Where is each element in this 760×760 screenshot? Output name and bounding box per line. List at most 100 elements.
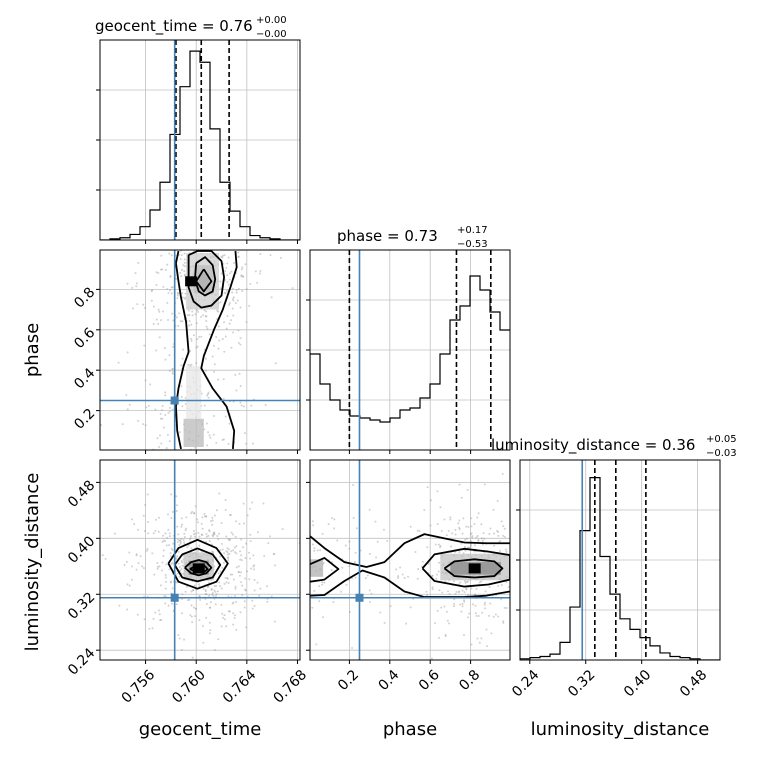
sample-point: [483, 603, 486, 606]
sample-point: [204, 590, 207, 593]
sample-point: [164, 413, 167, 416]
sample-point: [205, 602, 208, 605]
sample-point: [159, 417, 162, 420]
sample-point: [228, 303, 231, 306]
sample-point: [181, 320, 184, 323]
sample-point: [496, 499, 499, 502]
panel-frame: [99, 39, 301, 241]
sample-point: [157, 272, 160, 275]
sample-point: [190, 339, 193, 342]
sample-point: [470, 525, 473, 528]
sample-point: [149, 383, 152, 386]
sample-point: [228, 278, 231, 281]
sample-point: [469, 533, 472, 536]
sample-point: [435, 577, 438, 580]
sample-point: [502, 621, 505, 624]
sample-point: [179, 272, 182, 275]
sample-point: [178, 575, 181, 578]
sample-point: [147, 404, 150, 407]
sample-point: [238, 522, 241, 525]
sample-point: [438, 636, 441, 639]
sample-point: [445, 534, 448, 537]
sample-point: [118, 604, 121, 607]
sample-point: [311, 606, 314, 609]
sample-point: [207, 396, 210, 399]
sample-point: [181, 405, 184, 408]
sample-point: [348, 565, 351, 568]
sample-point: [189, 535, 192, 538]
sample-point: [188, 324, 191, 327]
sample-point: [194, 313, 197, 316]
sample-point: [233, 617, 236, 620]
sample-point: [465, 588, 468, 591]
sample-point: [235, 566, 238, 569]
y-axis-label-luminosity-distance: luminosity_distance: [22, 473, 43, 652]
contour-line: [310, 533, 510, 568]
sample-point: [189, 364, 192, 367]
sample-point: [234, 587, 237, 590]
sample-point: [228, 302, 231, 305]
sample-point: [137, 419, 140, 422]
sample-point: [217, 532, 220, 535]
sample-point: [204, 369, 207, 372]
sample-point: [454, 528, 457, 531]
sample-point: [466, 594, 469, 597]
sample-point: [468, 612, 471, 615]
sample-point: [475, 614, 478, 617]
sample-point: [227, 559, 230, 562]
sample-point: [240, 275, 243, 278]
sample-point: [470, 587, 473, 590]
sample-point: [478, 581, 481, 584]
sample-point: [231, 291, 234, 294]
sample-point: [209, 436, 212, 439]
sample-point: [454, 592, 457, 595]
sample-point: [213, 363, 216, 366]
sample-point: [239, 558, 242, 561]
sample-point: [397, 575, 400, 578]
sample-point: [459, 603, 462, 606]
sample-point: [352, 483, 355, 486]
sample-point: [318, 600, 321, 603]
sample-point: [231, 298, 234, 301]
sample-point: [465, 537, 468, 540]
sample-point: [487, 614, 490, 617]
sample-point: [224, 415, 227, 418]
sample-point: [166, 433, 169, 436]
sample-point: [134, 272, 137, 275]
sample-point: [321, 581, 324, 584]
sample-point: [184, 296, 187, 299]
sample-point: [461, 589, 464, 592]
sample-point: [217, 378, 220, 381]
contour-line: [443, 558, 504, 579]
sample-point: [240, 538, 243, 541]
sample-point: [503, 606, 506, 609]
sample-point: [239, 550, 242, 553]
sample-point: [172, 319, 175, 322]
sample-point: [505, 550, 508, 553]
sample-point: [184, 292, 187, 295]
sample-point: [219, 585, 222, 588]
sample-point: [207, 534, 210, 537]
sample-point: [190, 337, 193, 340]
sample-point: [267, 542, 270, 545]
sample-point: [189, 614, 192, 617]
sample-point: [235, 389, 238, 392]
sample-point: [502, 525, 505, 528]
sample-point: [225, 327, 228, 330]
sample-point: [237, 571, 240, 574]
sample-point: [141, 565, 144, 568]
sample-point: [204, 592, 207, 595]
sample-point: [231, 602, 234, 605]
sample-point: [190, 547, 193, 550]
sample-point: [204, 588, 207, 591]
sample-point: [212, 344, 215, 347]
sample-point: [235, 520, 238, 523]
sample-point: [207, 585, 210, 588]
sample-point: [172, 345, 175, 348]
sample-point: [227, 538, 230, 541]
sample-point: [218, 581, 221, 584]
sample-point: [458, 519, 461, 522]
sample-point: [182, 538, 185, 541]
sample-point: [131, 565, 134, 568]
sample-point: [426, 546, 429, 549]
